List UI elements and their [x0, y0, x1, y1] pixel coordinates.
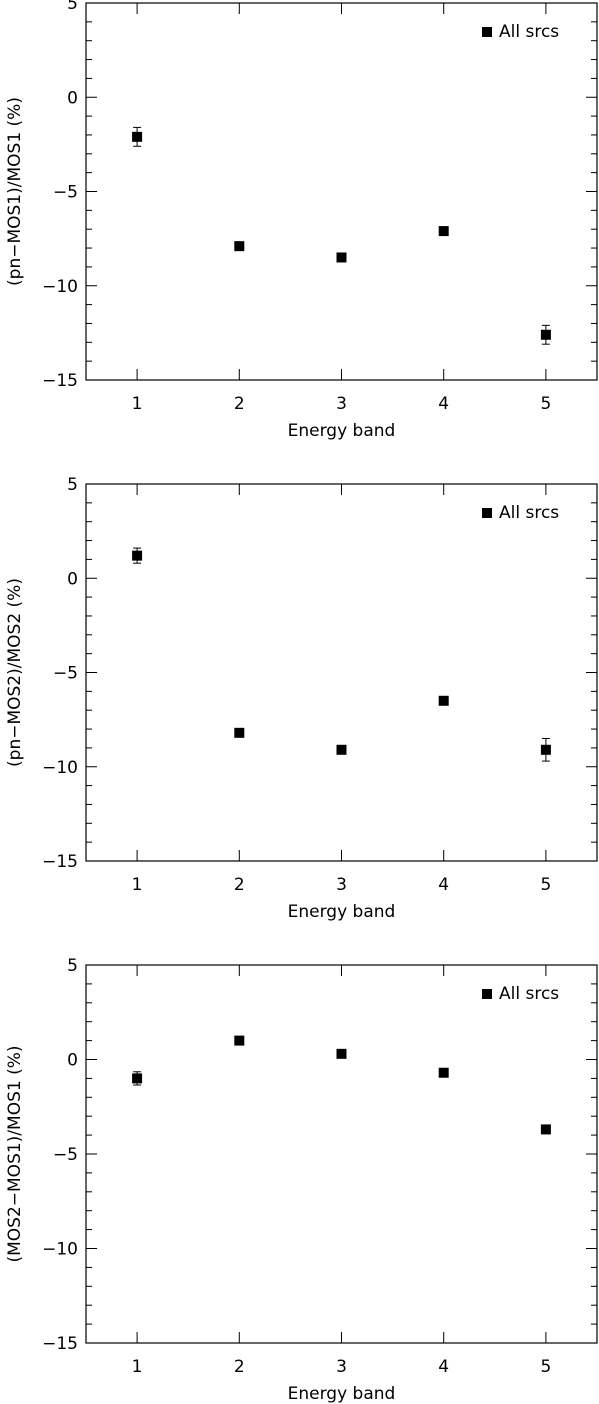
chart-panel-1: 5 0 −5 −10 −15 1 2 3 4 5 Energy band (pn−MOS1)/MOS1…	[5, 0, 598, 441]
y-tick-label: 0	[67, 569, 78, 589]
x-tick-label: 2	[234, 1357, 245, 1377]
y-tick-label: −10	[42, 758, 78, 778]
data-point	[336, 252, 347, 263]
x-tick-label: 3	[336, 875, 347, 895]
x-tick-label: 1	[132, 1357, 143, 1377]
data-point	[234, 1035, 245, 1046]
data-point	[336, 744, 347, 755]
legend-label: All srcs	[499, 22, 559, 42]
x-tick-label: 1	[132, 875, 143, 895]
x-tick-label: 4	[438, 1357, 449, 1377]
y-tick-label: −15	[42, 371, 78, 391]
plot-frame	[85, 2, 598, 381]
data-point	[438, 695, 449, 706]
data-point	[540, 1124, 551, 1135]
y-tick-label: −15	[42, 1334, 78, 1354]
data-point	[336, 1048, 347, 1059]
y-tick-label: 5	[67, 475, 78, 495]
y-tick-label: 5	[67, 956, 78, 976]
legend-marker	[482, 27, 492, 37]
x-tick-label: 5	[540, 875, 551, 895]
y-tick-label: −15	[42, 852, 78, 872]
data-point	[234, 727, 245, 738]
x-tick-label: 4	[438, 394, 449, 414]
x-tick-label: 3	[336, 1357, 347, 1377]
y-tick-label: −5	[53, 1145, 78, 1165]
x-tick-label: 5	[540, 394, 551, 414]
plot-frame	[85, 964, 598, 1344]
legend-marker	[482, 989, 492, 999]
y-tick-label: −5	[53, 183, 78, 203]
data-point	[132, 1073, 143, 1084]
y-tick-label: 0	[67, 88, 78, 108]
y-axis-label: (pn−MOS2)/MOS2 (%)	[5, 578, 25, 767]
y-tick-label: 0	[67, 1051, 78, 1071]
data-point	[234, 241, 245, 252]
y-tick-label: −5	[53, 664, 78, 684]
plot-frame	[85, 483, 598, 862]
chart-panel-3: 5 0 −5 −10 −15 1 2 3 4 5 Energy band (MOS2−MOS1)/MO…	[5, 956, 598, 1404]
x-tick-label: 5	[540, 1357, 551, 1377]
y-axis-label: (MOS2−MOS1)/MOS1 (%)	[5, 1045, 25, 1262]
x-tick-label: 2	[234, 875, 245, 895]
data-point	[438, 226, 449, 237]
data-point	[132, 131, 143, 142]
chart-panel-2: 5 0 −5 −10 −15 1 2 3 4 5 Energy band (pn−MOS2)/MOS2…	[5, 475, 598, 922]
legend-label: All srcs	[499, 984, 559, 1004]
x-tick-label: 4	[438, 875, 449, 895]
x-tick-label: 1	[132, 394, 143, 414]
legend-marker	[482, 508, 492, 518]
y-axis-label: (pn−MOS1)/MOS1 (%)	[5, 97, 25, 286]
x-axis-label: Energy band	[288, 902, 396, 922]
x-axis-label: Energy band	[288, 421, 396, 441]
x-tick-label: 3	[336, 394, 347, 414]
legend-label: All srcs	[499, 503, 559, 523]
y-tick-label: −10	[42, 277, 78, 297]
x-tick-label: 2	[234, 394, 245, 414]
data-point	[132, 550, 143, 561]
x-axis-label: Energy band	[288, 1384, 396, 1404]
data-point	[540, 329, 551, 340]
y-tick-label: 5	[67, 0, 78, 14]
y-tick-label: −10	[42, 1240, 78, 1260]
data-point	[540, 744, 551, 755]
data-point	[438, 1067, 449, 1078]
